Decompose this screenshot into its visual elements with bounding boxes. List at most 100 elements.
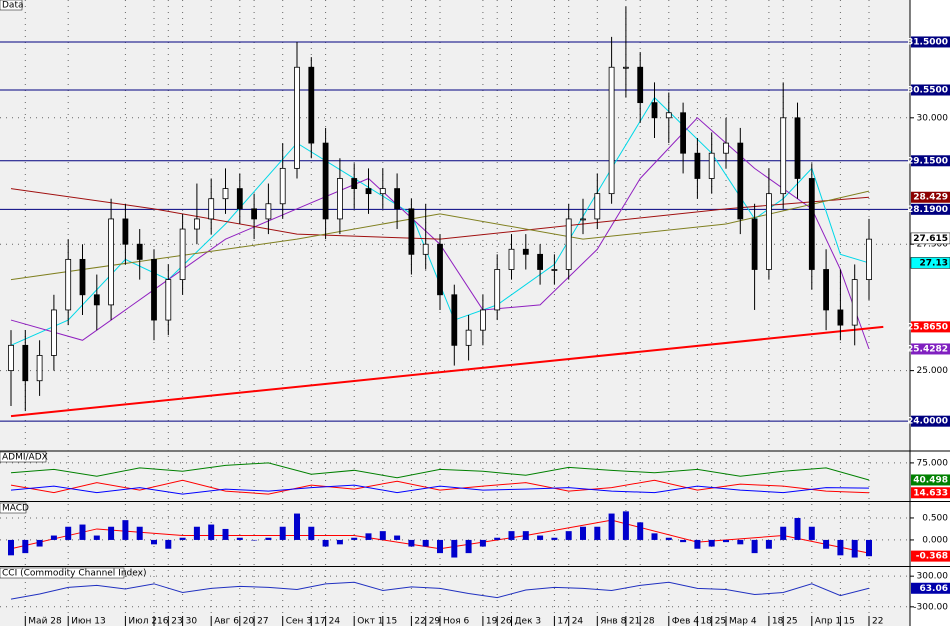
histogram-bar [608, 513, 615, 540]
candle-body [708, 152, 715, 179]
histogram-bar [193, 526, 200, 540]
candle-body [608, 66, 615, 195]
level-label-box [911, 84, 950, 96]
candle-body [451, 294, 458, 346]
histogram-bar [351, 537, 358, 540]
candle-body [694, 152, 701, 179]
histogram-bar [551, 537, 558, 540]
candle-body [122, 218, 129, 245]
candle-body [851, 279, 858, 326]
x-tick-label: Мар 4 [729, 617, 757, 626]
value-marker-box [911, 343, 950, 355]
histogram-bar [479, 539, 486, 547]
indicator-line [10, 484, 870, 495]
x-tick-label: 22 [872, 617, 883, 626]
candle-body [537, 253, 543, 270]
y-tick-label: 0.000 [922, 535, 948, 545]
x-tick-label: 25 [786, 617, 797, 626]
histogram-bar [866, 539, 872, 557]
candle-body [508, 248, 515, 270]
value-marker: 14.633 [913, 488, 948, 498]
candle-body [136, 243, 143, 260]
title-box [0, 451, 47, 463]
histogram-bar [79, 524, 86, 540]
candle-body [336, 178, 343, 220]
candle-body [522, 248, 529, 255]
x-tick-label: Янв 8 [600, 617, 626, 626]
value-marker-box [911, 191, 950, 203]
candle-body [623, 66, 629, 69]
x-tick-label: Сен 3 [286, 617, 312, 626]
candle-body [494, 269, 501, 311]
histogram-bar [22, 539, 29, 554]
histogram-bar [694, 539, 701, 549]
candle-body [565, 218, 572, 270]
candle-body [294, 66, 300, 169]
x-tick-label: 20 [243, 617, 255, 626]
histogram-bar [765, 539, 772, 549]
candle-body [737, 142, 744, 220]
level-label: 31.5000 [907, 37, 948, 47]
value-marker: 40.498 [913, 475, 948, 485]
histogram-bar [179, 537, 186, 540]
histogram-bar [823, 539, 830, 549]
histogram-bar [136, 526, 143, 540]
x-tick-label: 25 [715, 617, 726, 626]
candle-body [179, 228, 186, 281]
histogram-bar [465, 539, 472, 554]
candle-body [8, 344, 14, 372]
histogram-bar [365, 533, 372, 540]
candle-body [279, 167, 286, 205]
histogram-bar [580, 526, 586, 540]
candle-body [265, 203, 272, 220]
candle-body [651, 102, 658, 119]
x-tick-label: 28 [643, 617, 655, 626]
candle-body [766, 193, 772, 270]
value-marker: 27.615 [913, 234, 948, 244]
histogram-bar [322, 539, 329, 547]
candle-body [594, 193, 601, 220]
candle-body [36, 355, 43, 382]
candle-body [51, 309, 57, 356]
histogram-bar [780, 526, 787, 540]
histogram-bar [279, 526, 286, 540]
histogram-bar [394, 535, 401, 540]
x-tick-label: 22 [414, 617, 425, 626]
candle-body [222, 188, 229, 200]
x-tick-label: 19 [486, 617, 498, 626]
indicator-line [10, 462, 870, 481]
histogram-bar [737, 539, 744, 545]
y-tick-label: -300.00 [913, 602, 948, 612]
candle-body [780, 117, 787, 195]
indicator-line [10, 479, 870, 495]
histogram-bar [336, 539, 343, 545]
histogram-bar [8, 539, 14, 556]
candle-body [151, 258, 157, 321]
level-label: 24.0000 [907, 417, 948, 427]
x-tick-label: 24 [329, 617, 341, 626]
histogram-bar [408, 539, 415, 547]
x-tick-label: 29 [429, 617, 441, 626]
histogram-bar [751, 539, 758, 554]
x-tick-label: 15 [386, 617, 397, 626]
x-tick-label: Фев 4 [672, 617, 699, 626]
level-label: 30.5500 [907, 86, 948, 96]
x-tick-label: Апр 1 [815, 617, 841, 626]
candle-body [580, 218, 586, 221]
candle-body [794, 117, 801, 179]
y-tick-label: 30.000 [917, 113, 949, 123]
value-marker-box [911, 582, 950, 594]
histogram-bar [151, 539, 157, 545]
x-tick-label: Дек 3 [515, 617, 542, 626]
histogram-bar [680, 539, 687, 543]
level-label: 28.1900 [907, 205, 948, 215]
value-marker-box [910, 232, 950, 245]
x-tick-label: 15 [843, 617, 854, 626]
x-tick-label: Окт 1 [357, 617, 383, 626]
x-tick-label: 18 [700, 617, 712, 626]
histogram-bar [708, 539, 715, 547]
x-tick-label: 26 [500, 617, 512, 626]
value-marker: 28.429 [913, 193, 948, 203]
